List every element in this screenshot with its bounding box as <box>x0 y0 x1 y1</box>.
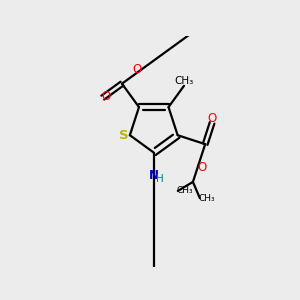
Text: O: O <box>132 63 141 76</box>
Text: O: O <box>101 90 111 103</box>
Text: N: N <box>149 169 159 182</box>
Text: H: H <box>156 174 164 184</box>
Text: CH₃: CH₃ <box>174 76 194 86</box>
Text: O: O <box>208 112 217 125</box>
Text: S: S <box>119 129 129 142</box>
Text: O: O <box>197 161 207 174</box>
Text: CH₃: CH₃ <box>198 194 215 202</box>
Text: CH₃: CH₃ <box>176 186 193 195</box>
